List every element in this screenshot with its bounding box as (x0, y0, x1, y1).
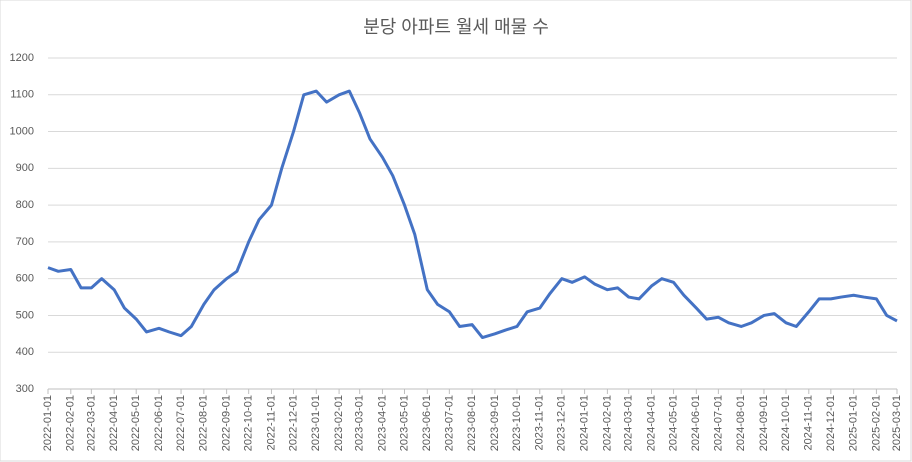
y-tick-label: 1100 (10, 89, 34, 101)
x-tick-label: 2023-07-01 (443, 395, 455, 451)
line-series (47, 89, 898, 340)
x-tick-label: 2024-11-01 (803, 395, 815, 450)
x-tick-label: 2022-04-01 (108, 395, 120, 451)
x-tick-label: 2024-10-01 (780, 395, 792, 451)
x-tick-label: 2023-06-01 (421, 395, 433, 451)
y-tick-label: 400 (16, 346, 34, 358)
x-tick-label: 2024-03-01 (623, 395, 635, 451)
y-tick-label: 600 (16, 273, 34, 285)
x-tick-label: 2024-08-01 (735, 395, 747, 451)
x-tick-label: 2024-04-01 (645, 395, 657, 451)
x-tick-label: 2023-12-01 (556, 395, 568, 451)
x-tick-label: 2023-01-01 (310, 395, 322, 451)
x-tick-label: 2022-11-01 (265, 395, 277, 450)
x-tick-label: 2022-07-01 (175, 395, 187, 451)
x-tick-label: 2024-06-01 (690, 395, 702, 451)
x-tick-label: 2022-03-01 (85, 395, 97, 451)
x-tick-label: 2022-02-01 (65, 395, 77, 451)
x-tick-label: 2024-05-01 (667, 395, 679, 451)
x-tick-label: 2023-10-01 (511, 395, 523, 451)
x-tick-label: 2025-02-01 (870, 395, 882, 451)
x-tick-label: 2022-08-01 (198, 395, 210, 451)
y-tick-label: 1000 (10, 125, 34, 137)
x-tick-label: 2025-03-01 (891, 395, 903, 451)
x-tick-label: 2024-12-01 (825, 395, 837, 451)
y-tick-label: 900 (16, 162, 34, 174)
y-tick-label: 500 (16, 309, 34, 321)
x-tick-label: 2023-05-01 (398, 395, 410, 451)
y-tick-label: 1200 (10, 52, 34, 64)
x-tick-label: 2022-12-01 (287, 395, 299, 451)
x-tick-label: 2024-01-01 (579, 395, 591, 451)
x-tick-label: 2024-07-01 (712, 395, 724, 451)
x-tick-label: 2024-02-01 (601, 395, 613, 451)
x-tick-label: 2023-11-01 (534, 395, 546, 450)
x-tick-label: 2022-09-01 (221, 395, 233, 451)
x-tick-label: 2022-05-01 (130, 395, 142, 451)
x-tick-label: 2024-09-01 (758, 395, 770, 451)
x-tick-label: 2022-06-01 (153, 395, 165, 451)
x-tick-label: 2023-04-01 (376, 395, 388, 451)
x-tick-label: 2025-01-01 (848, 395, 860, 451)
x-tick-label: 2023-08-01 (466, 395, 478, 451)
x-tick-label: 2023-02-01 (333, 395, 345, 451)
y-tick-label: 800 (16, 199, 34, 211)
x-tick-label: 2023-03-01 (354, 395, 366, 451)
x-tick-label: 2022-10-01 (243, 395, 255, 451)
x-tick-label: 2022-01-01 (42, 395, 54, 451)
chart-title: 분당 아파트 월세 매물 수 (363, 17, 549, 37)
x-tick-label: 2023-09-01 (489, 395, 501, 451)
y-tick-label: 700 (16, 236, 34, 248)
y-tick-label: 300 (16, 383, 34, 395)
